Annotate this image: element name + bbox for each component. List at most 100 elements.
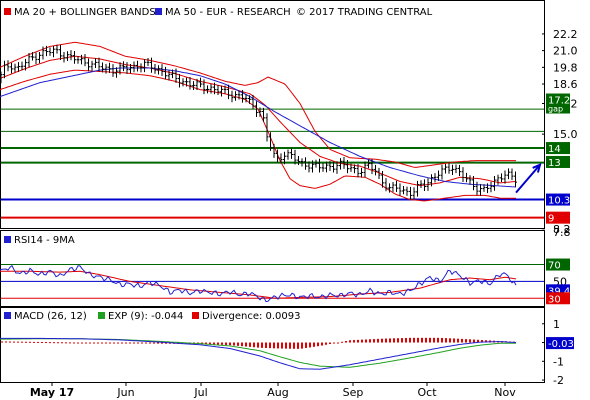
divergence-bar [389,338,391,343]
price-panel [0,0,545,229]
divergence-bar [77,342,79,344]
divergence-legend-swatch [192,312,199,319]
forecast-arrow-head [532,163,542,173]
divergence-bar [305,342,307,349]
divergence-bar [401,338,403,343]
divergence-bar [17,341,19,343]
divergence-bar [217,342,219,345]
divergence-bar [57,342,59,344]
divergence-bar [237,342,239,346]
month-label: May 17 [30,386,74,399]
divergence-bar [345,341,347,343]
divergence-bar [153,342,155,344]
divergence-bar [313,342,315,347]
divergence-bar [49,342,51,344]
divergence-bar [53,342,55,344]
price-level-tag [546,155,570,168]
divergence-bar [145,342,147,344]
divergence-bar [449,338,451,343]
divergence-bar [477,339,479,343]
divergence-bar [309,342,311,348]
macd-level-tag-label: -0.03 [548,339,574,350]
divergence-bar [281,342,283,349]
divergence-bar [385,338,387,343]
copyright-label: © 2017 TRADING CENTRAL [296,7,433,18]
month-label: Sep [343,386,364,399]
divergence-bar [353,340,355,343]
divergence-bar [409,337,411,343]
divergence-bar [273,342,275,349]
divergence-bar [373,339,375,343]
divergence-bar [5,341,7,343]
divergence-bar [249,342,251,347]
price-level-tag-label: 14 [548,144,561,155]
divergence-bar [85,342,87,344]
price-level-tag [546,193,570,206]
divergence-bar [437,337,439,343]
price-level-tag-label: 10.3 [548,196,570,207]
price-level-tag [546,93,570,114]
price-tick-label: 15.0 [553,128,578,141]
divergence-bar [457,338,459,343]
divergence-bar [289,342,291,349]
month-label: Jul [193,386,207,399]
price-bars [0,44,517,200]
divergence-bar [121,342,123,344]
rsi-legend-swatch [4,236,11,243]
ma50-legend-label: MA 50 - EUR - RESEARCH [165,7,291,18]
divergence-bar [445,338,447,343]
divergence-bar [253,342,255,348]
divergence-bar [33,341,35,343]
divergence-bar [433,337,435,343]
rsi-tick-label: 7.8 [553,226,571,239]
divergence-bar [245,342,247,347]
divergence-bar [37,341,39,343]
divergence-bar [265,342,267,349]
divergence-legend-label: Divergence: 0.0093 [202,311,301,322]
divergence-bar [417,337,419,343]
price-tick-label: 22.2 [553,28,578,41]
divergence-bar [473,339,475,343]
divergence-bar [65,342,67,344]
divergence-bar [393,338,395,343]
divergence-bar [233,342,235,346]
price-tick-label: 21.0 [553,45,578,58]
rsi-panel [0,230,545,307]
price-tick-label: 18.6 [553,78,578,91]
price-level-tag-label: 13 [548,158,561,169]
divergence-bar [93,342,95,344]
divergence-bar [341,341,343,343]
divergence-bar [109,342,111,344]
divergence-bar [461,338,463,343]
divergence-bar [425,337,427,343]
divergence-bar [129,342,131,344]
divergence-bar [257,342,259,348]
price-level-tag [546,142,570,155]
divergence-bar [413,337,415,343]
divergence-bar [325,342,327,345]
divergence-bar [161,342,163,344]
exp-legend-swatch [98,312,105,319]
divergence-bar [269,342,271,349]
divergence-bar [13,341,15,343]
rsi-level-tag [546,258,570,271]
divergence-bar [349,340,351,343]
divergence-bar [405,337,407,343]
divergence-bar [465,339,467,343]
divergence-bar [101,342,103,344]
divergence-bar [113,342,115,344]
divergence-bar [137,342,139,344]
forecast-arrow-shaft [515,164,541,194]
divergence-bar [45,342,47,344]
ma50-line [0,67,517,188]
ma20-line [0,55,517,187]
divergence-bar [105,342,107,344]
macd-tick-label: -2 [553,374,564,387]
divergence-bar [469,339,471,343]
price-level-tag-label: 17.2 [548,96,570,107]
rsi-level-tag-label: 70 [548,261,561,272]
divergence-bar [317,342,319,347]
divergence-bar [25,341,27,343]
ma50-legend-swatch [155,8,162,15]
